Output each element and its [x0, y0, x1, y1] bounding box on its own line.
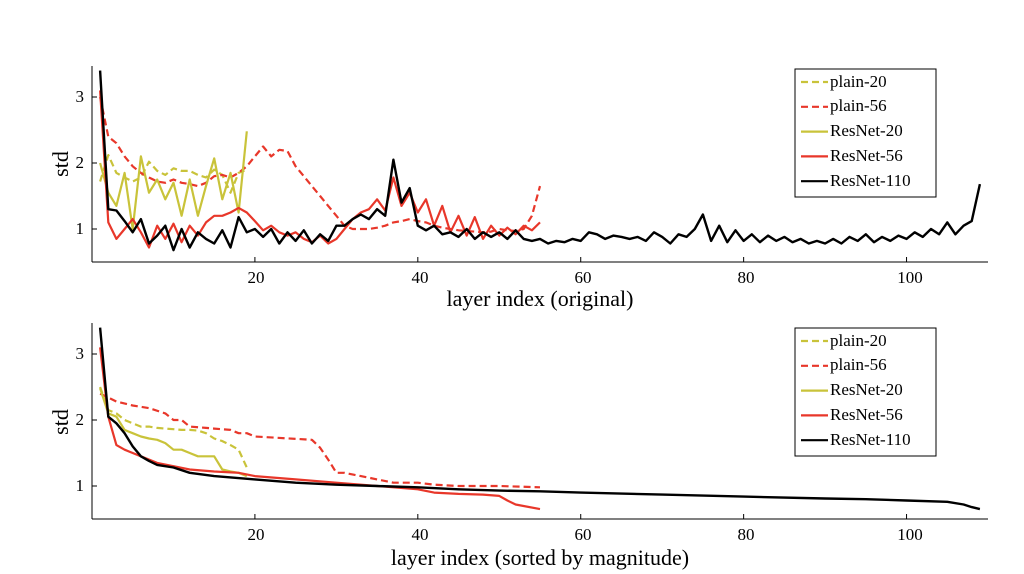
top-ytick-label: 1: [76, 219, 85, 238]
top-xtick-label: 80: [738, 268, 755, 287]
bottom-xtick-label: 20: [248, 525, 265, 544]
bottom-ytick-label: 3: [76, 344, 85, 363]
bottom-legend: plain-20 plain-56 ResNet-20 ResNet-56 Re…: [794, 327, 937, 457]
chart-bottom: 20 40 60 80 100 1 2 3 layer index (sorte…: [48, 323, 988, 570]
bottom-legend-label: plain-56: [830, 355, 887, 374]
top-xtick-label: 100: [897, 268, 923, 287]
bottom-series-plain-20: [99, 386, 248, 468]
bottom-ytick-label: 2: [76, 410, 85, 429]
bottom-legend-swatches: [801, 339, 828, 442]
top-series-resnet-56: [99, 90, 541, 249]
bottom-xtick-label: 40: [412, 525, 429, 544]
top-legend-label: ResNet-20: [830, 121, 903, 140]
top-xtick-label: 60: [575, 268, 592, 287]
top-series-resnet-110: [98, 70, 982, 252]
top-xlabel: layer index (original): [447, 286, 634, 311]
bottom-series-resnet-56: [99, 347, 541, 511]
top-xtick-label: 40: [412, 268, 429, 287]
top-legend-swatches: [801, 80, 828, 183]
top-series-plain-56: [99, 96, 542, 234]
top-xtick-label: 20: [248, 268, 265, 287]
top-legend-label: ResNet-110: [830, 171, 911, 190]
top-legend: plain-20 plain-56 ResNet-20 ResNet-56 Re…: [794, 68, 937, 198]
bottom-ticks: [92, 353, 908, 519]
chart-top: 20 40 60 80 100 1 2 3 layer index (origi…: [48, 66, 988, 311]
bottom-series-resnet-110: [98, 327, 981, 511]
bottom-legend-label: ResNet-110: [830, 430, 911, 449]
bottom-xtick-label: 80: [738, 525, 755, 544]
bottom-xlabel: layer index (sorted by magnitude): [391, 545, 689, 570]
bottom-legend-label: plain-20: [830, 331, 887, 350]
bottom-xtick-label: 60: [575, 525, 592, 544]
bottom-series-layer: [98, 327, 981, 511]
bottom-legend-label: ResNet-56: [830, 405, 903, 424]
top-ticks: [92, 96, 908, 262]
top-series-layer: [98, 70, 982, 252]
top-series-resnet-20: [99, 131, 248, 231]
top-ylabel: std: [48, 151, 73, 177]
top-legend-label: plain-20: [830, 72, 887, 91]
top-legend-label: ResNet-56: [830, 146, 903, 165]
bottom-series-resnet-20: [99, 387, 248, 478]
top-legend-label: plain-56: [830, 96, 887, 115]
top-legend-box: [794, 68, 937, 198]
bottom-xtick-label: 100: [897, 525, 923, 544]
bottom-ytick-label: 1: [76, 476, 85, 495]
top-ytick-label: 3: [76, 87, 85, 106]
top-ytick-label: 2: [76, 153, 85, 172]
bottom-ylabel: std: [48, 409, 73, 435]
bottom-legend-box: [794, 327, 937, 457]
bottom-legend-label: ResNet-20: [830, 380, 903, 399]
bottom-series-plain-56: [99, 392, 541, 489]
